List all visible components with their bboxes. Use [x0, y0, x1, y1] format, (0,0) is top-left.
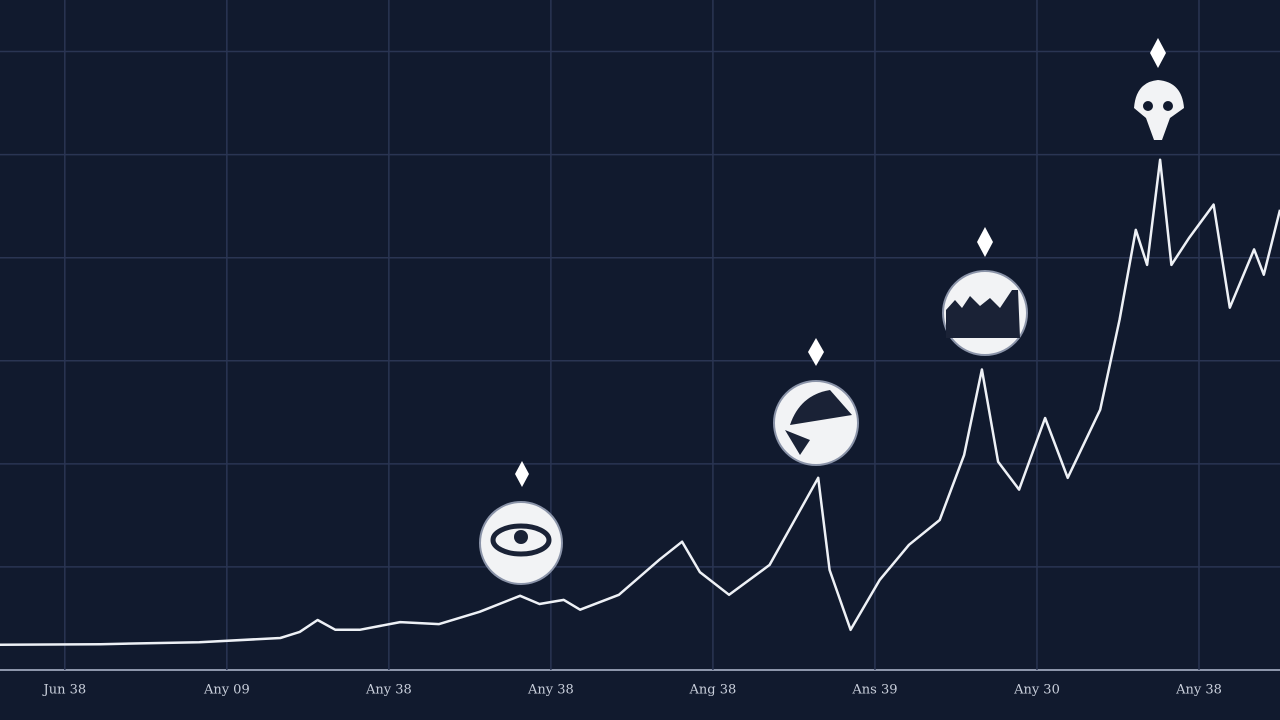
diamond-marker — [977, 227, 993, 257]
diamond-marker — [1150, 38, 1166, 68]
icon-shape — [785, 430, 810, 455]
x-tick-label: Any 38 — [527, 683, 574, 698]
icon-shape — [490, 523, 552, 557]
x-tick-label: Any 09 — [203, 683, 250, 698]
x-tick-label: Any 30 — [1013, 683, 1060, 698]
x-tick-label: Ang 38 — [689, 683, 737, 698]
icon-shape — [1163, 101, 1173, 111]
event-icon — [1134, 80, 1184, 140]
grid: Jun 38 Any 09 Any 38 Any 38 Ang 38 Ans 39 Any … — [0, 0, 1280, 698]
diamond-marker — [808, 338, 824, 366]
icon-shape — [1143, 101, 1153, 111]
x-tick-label: Any 38 — [365, 683, 412, 698]
icon-shape — [790, 390, 852, 425]
plot — [0, 158, 1280, 646]
event-icon — [773, 380, 859, 466]
icon-shape — [946, 290, 1020, 338]
x-tick-label: Any 38 — [1175, 683, 1222, 698]
x-tick-label: Jun 38 — [41, 683, 86, 698]
x-tick-label: Ans 39 — [851, 683, 897, 698]
event-icons — [479, 38, 1184, 585]
diamond-marker — [515, 461, 529, 487]
data-line — [0, 158, 1280, 646]
icon-shape — [514, 530, 528, 544]
